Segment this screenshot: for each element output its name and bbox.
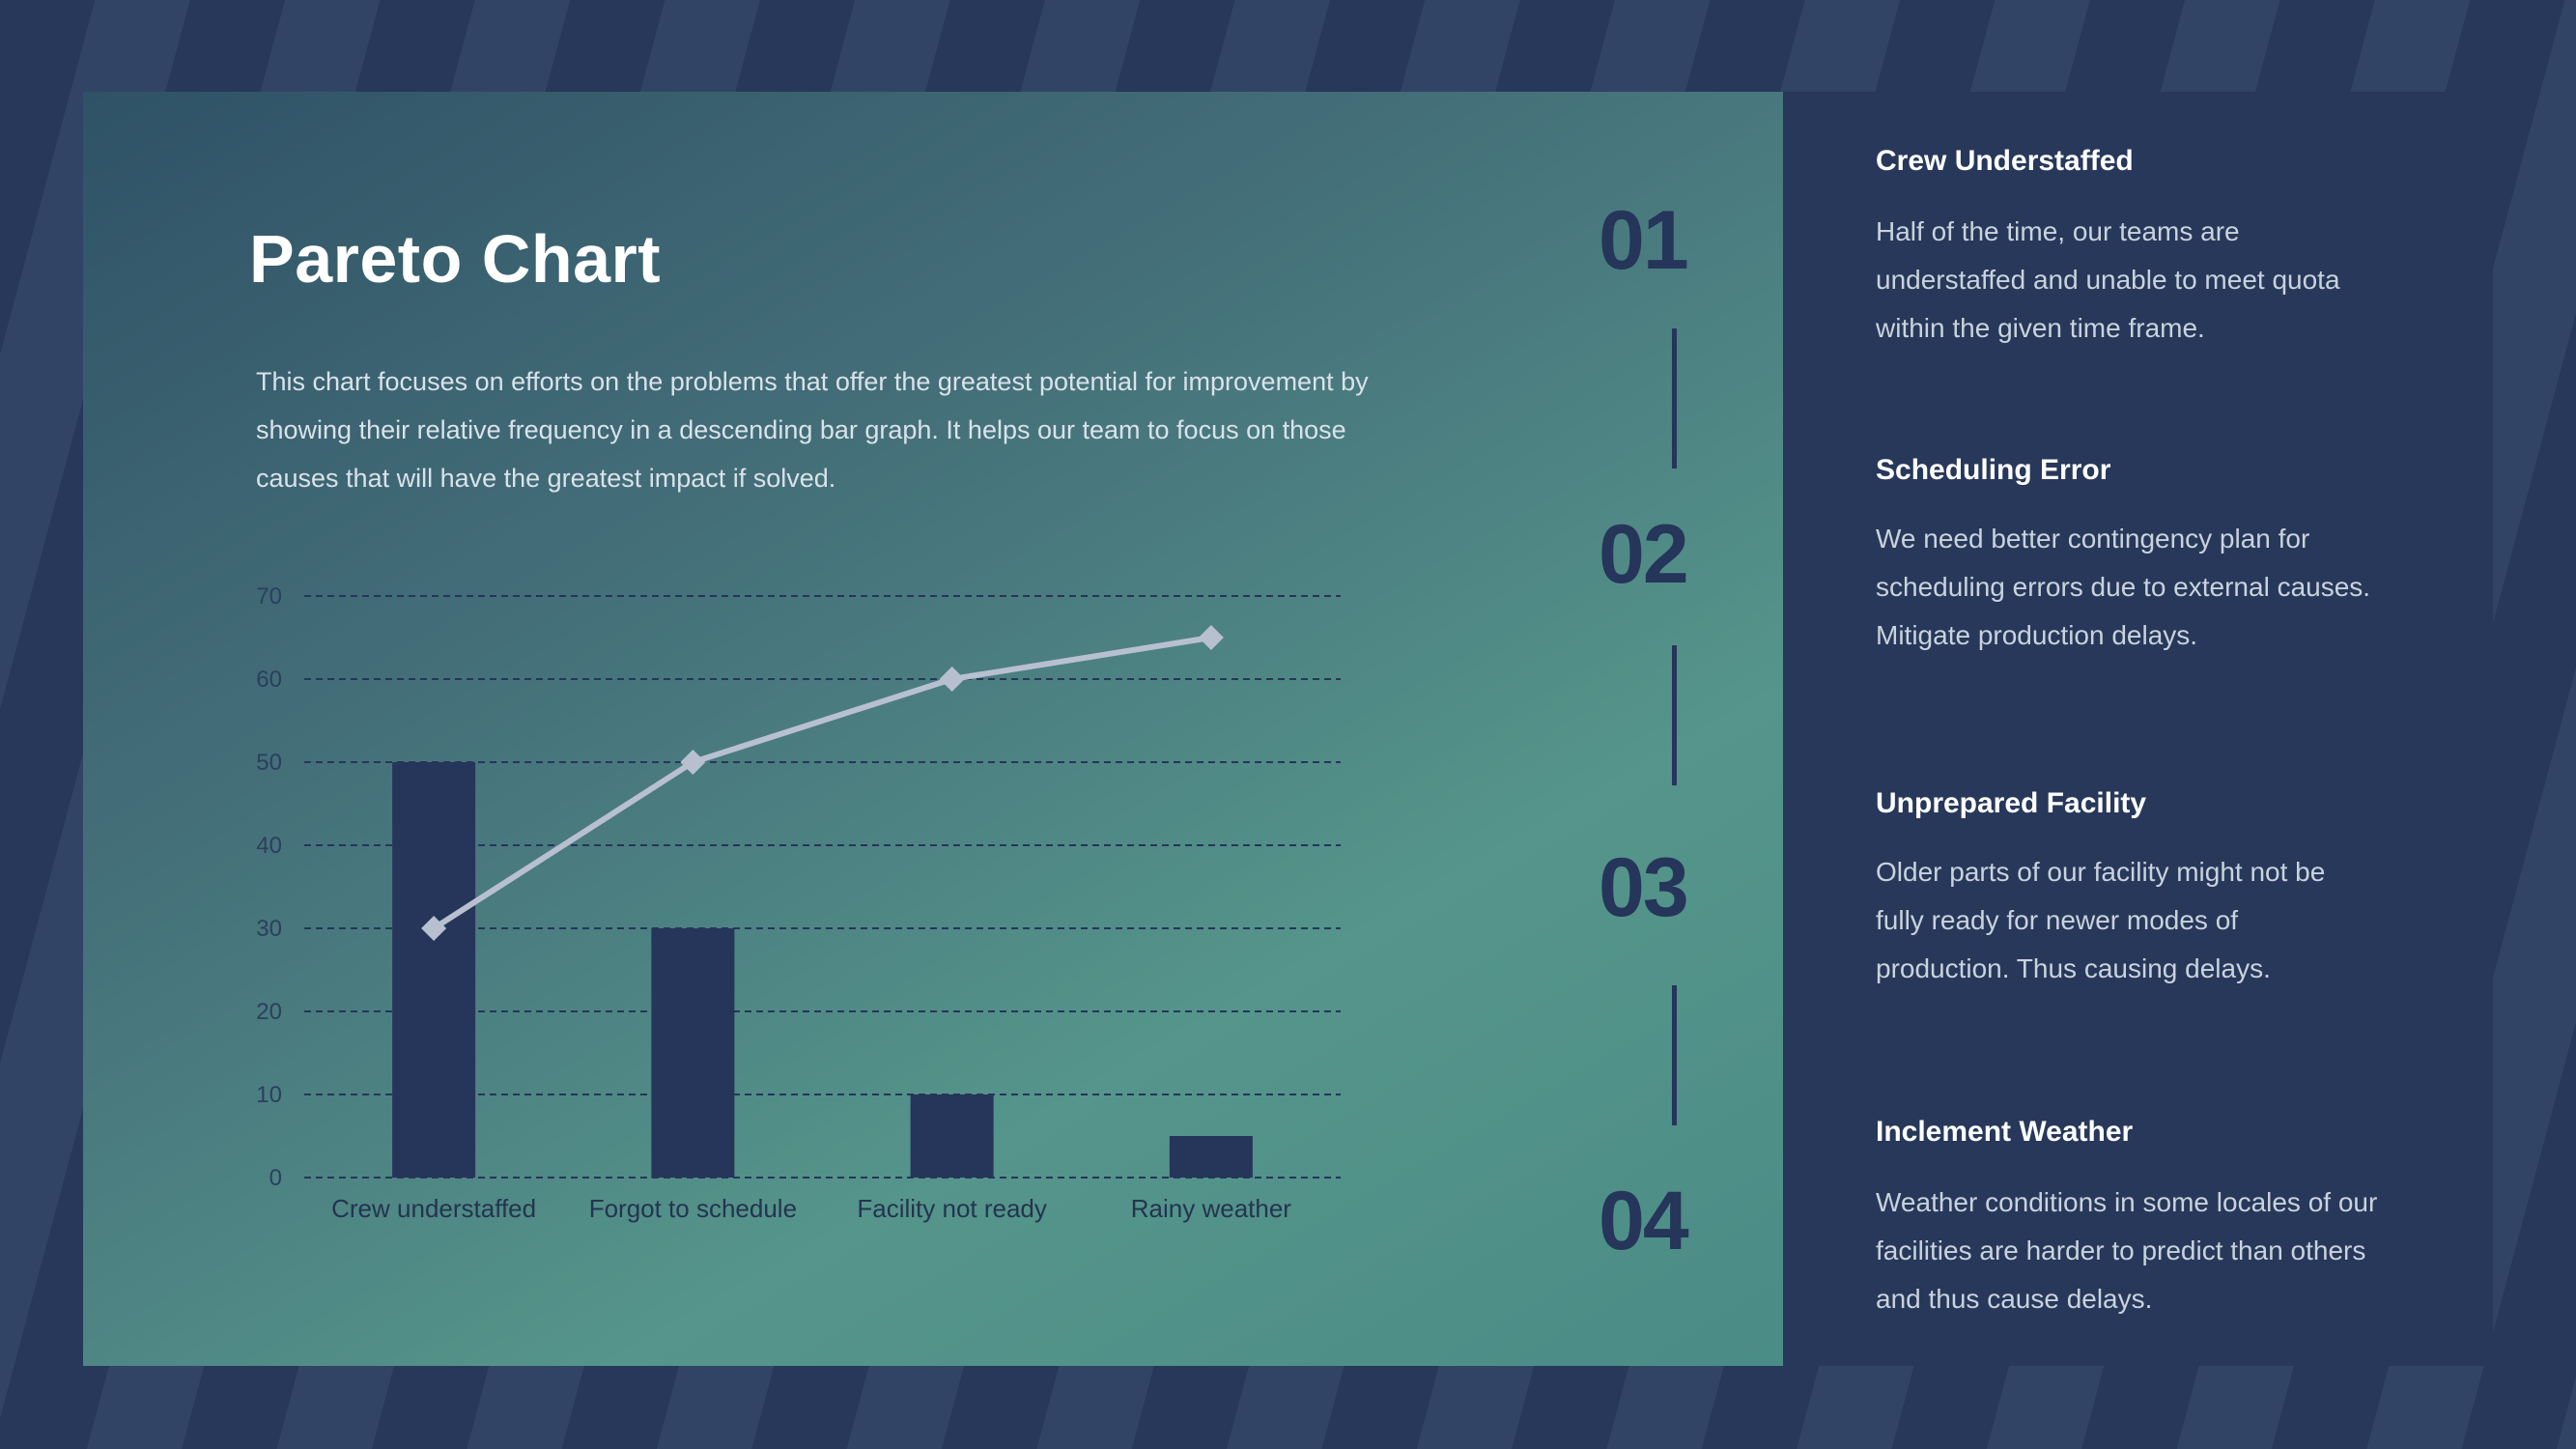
line-marker	[680, 750, 706, 775]
y-tick-label: 60	[256, 667, 282, 693]
chart-description: This chart focuses on efforts on the pro…	[256, 367, 1369, 493]
step-heading-3: Unprepared Facility	[1876, 787, 2147, 819]
y-tick-label: 40	[256, 833, 282, 859]
y-tick-label: 50	[256, 750, 282, 776]
page-title: Pareto Chart	[249, 221, 662, 297]
y-tick-label: 0	[269, 1165, 282, 1191]
x-tick-label: Crew understaffed	[331, 1194, 536, 1223]
y-tick-label: 70	[256, 583, 282, 610]
step-number-2: 02	[1599, 508, 1689, 601]
y-tick-label: 30	[256, 916, 282, 942]
step-text-1: Half of the time, our teams are understa…	[1876, 216, 2340, 343]
line-marker	[1198, 625, 1224, 650]
step-number-1: 01	[1599, 194, 1689, 287]
y-tick-label: 10	[256, 1082, 282, 1108]
step-heading-2: Scheduling Error	[1876, 454, 2111, 486]
step-heading-1: Crew Understaffed	[1876, 145, 2134, 177]
step-number-4: 04	[1599, 1175, 1689, 1267]
step-connector	[1672, 645, 1677, 785]
step-heading-4: Inclement Weather	[1876, 1116, 2134, 1148]
pareto-chart: 0 10 20 30 40 50 60 70 Crew understaffed Forgot t…	[256, 583, 1341, 1223]
bar	[651, 928, 735, 1178]
step-connector	[1672, 985, 1677, 1125]
line-marker	[421, 916, 447, 941]
y-tick-label: 20	[256, 999, 282, 1025]
cumulative-line	[432, 635, 1212, 931]
step-number-3: 03	[1599, 841, 1689, 934]
step-text-4: Weather conditions in some locales of ou…	[1876, 1187, 2378, 1314]
bar	[1169, 1136, 1253, 1178]
bar	[392, 762, 476, 1178]
x-tick-label: Facility not ready	[857, 1194, 1047, 1223]
details-panel	[1783, 92, 2493, 1366]
bar	[910, 1094, 994, 1178]
step-text-3: Older parts of our facility might not be…	[1876, 857, 2326, 983]
x-tick-label: Forgot to schedule	[589, 1194, 797, 1223]
step-text-2: We need better contingency plan for sche…	[1876, 524, 2371, 650]
step-connector	[1672, 328, 1677, 469]
line-marker	[939, 667, 965, 692]
x-tick-label: Rainy weather	[1131, 1194, 1292, 1223]
